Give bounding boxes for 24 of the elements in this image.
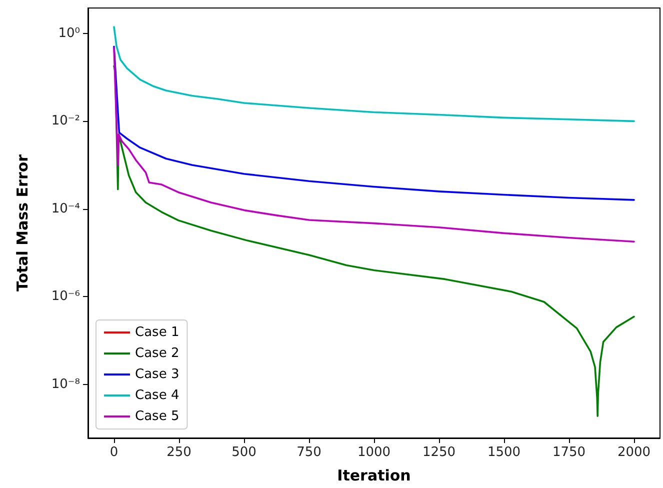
x-axis-title: Iteration (337, 466, 411, 484)
x-tick-label: 2000 (617, 445, 651, 460)
y-tick-label: 10⁻⁶ (51, 289, 80, 304)
x-tick-label: 250 (166, 445, 192, 460)
legend-label: Case 5 (135, 409, 180, 424)
line-series (113, 46, 635, 242)
legend-label: Case 2 (135, 346, 180, 361)
x-tick-label: 1750 (552, 445, 586, 460)
y-axis-title: Total Mass Error (14, 154, 32, 292)
y-tick-label: 10⁻² (51, 114, 80, 129)
line-series (113, 26, 635, 122)
y-tick-label: 10⁻⁸ (51, 376, 80, 392)
y-tick-label: 10⁻⁴ (51, 201, 80, 216)
x-tick-label: 0 (110, 445, 118, 460)
x-tick-label: 500 (232, 445, 256, 460)
legend-label: Case 3 (135, 367, 180, 382)
legend-label: Case 1 (135, 325, 180, 340)
x-tick-label: 1500 (487, 445, 521, 460)
x-tick-label: 1250 (422, 445, 456, 460)
line-series (113, 46, 635, 201)
x-tick-label: 750 (296, 445, 322, 460)
x-tick-label: 1000 (357, 445, 391, 460)
y-tick-label: 10⁰ (58, 26, 80, 41)
legend-label: Case 4 (135, 388, 180, 403)
